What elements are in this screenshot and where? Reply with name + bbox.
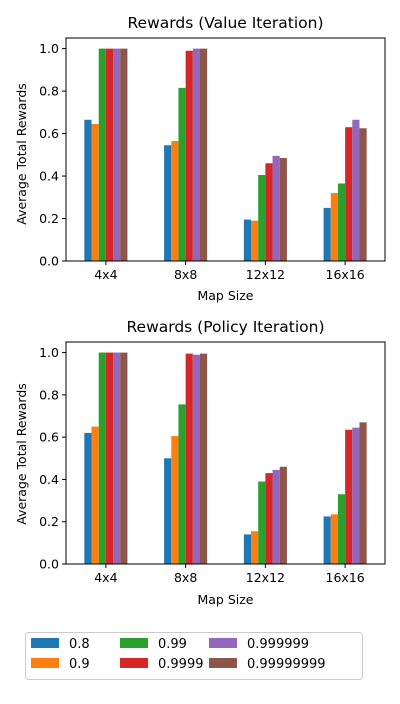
x-tick-label: 4x4 [94,267,117,282]
bar [105,352,114,564]
bar [178,404,186,564]
chart-title: Rewards (Value Iteration) [127,14,323,32]
legend-label: 0.9999 [158,657,204,672]
y-tick-label: 0.2 [39,514,59,529]
x-tick-label: 12x12 [246,570,285,585]
y-axis-label: Average Total Rewards [14,383,29,525]
bar [192,354,200,564]
bar [352,119,360,262]
bar [164,145,172,261]
bar [323,516,331,564]
y-tick-label: 0.0 [39,557,59,572]
y-tick-label: 0.0 [39,254,59,269]
y-tick-label: 0.8 [39,84,59,99]
bar [258,174,266,261]
bar [265,163,273,261]
bar [251,220,259,261]
bar [113,352,121,564]
y-tick-label: 1.0 [39,41,59,56]
bar [279,158,287,261]
bar [84,432,92,564]
legend-label: 0.999999 [247,637,309,652]
bar [337,183,346,261]
bar [330,193,338,261]
y-tick-label: 0.8 [39,387,59,402]
bar [120,352,128,564]
x-axis-label: Map Size [197,592,253,607]
bar [91,426,99,564]
y-tick-label: 0.4 [39,472,59,487]
bar [243,219,252,261]
bar [171,436,179,564]
y-tick-label: 0.2 [39,211,59,226]
x-tick-label: 8x8 [174,570,197,585]
bar [272,469,280,564]
bar [265,473,273,564]
legend-swatch [31,638,59,648]
legend-swatch [120,638,148,648]
bar [279,466,287,564]
y-tick-label: 0.6 [39,126,59,141]
bar [352,427,360,564]
y-tick-label: 0.6 [39,430,59,445]
bar [98,352,106,564]
bar [84,119,92,262]
bar [120,48,128,262]
bar [359,422,367,564]
x-axis-label: Map Size [197,288,253,303]
chart-policy-iteration: Rewards (Policy Iteration) Average Total… [14,318,386,607]
legend-swatch [209,658,237,668]
bar [164,458,172,564]
legend-swatch [120,658,148,668]
legend-label: 0.8 [69,637,90,652]
bar [178,87,186,261]
bar [323,207,331,261]
bar [98,48,106,262]
bar [113,48,121,262]
y-tick-label: 1.0 [39,345,59,360]
bar [171,141,179,261]
chart-value-iteration: Rewards (Value Iteration) Average Total … [14,14,386,303]
legend-swatch [209,638,237,648]
bar [345,429,353,564]
bar [91,124,99,261]
bar [330,514,338,564]
bar [185,50,193,261]
bar [345,127,353,261]
bar [251,531,259,564]
y-axis-label: Average Total Rewards [14,83,29,225]
bar [192,48,200,262]
legend: 0.8 0.9 0.99 0.9999 0.999999 0.99999999 [25,632,363,680]
bar [243,534,252,564]
bar [272,155,280,261]
y-tick-label: 0.4 [39,169,59,184]
bar [359,128,367,261]
bar [185,353,193,564]
x-tick-label: 8x8 [174,267,197,282]
legend-swatch [31,658,59,668]
legend-label: 0.9 [69,657,90,672]
bar [105,48,114,262]
legend-label: 0.99999999 [247,657,326,672]
x-tick-label: 16x16 [326,267,365,282]
chart-title: Rewards (Policy Iteration) [126,318,324,336]
x-tick-label: 12x12 [246,267,285,282]
bar [199,353,208,564]
x-tick-label: 16x16 [326,570,365,585]
legend-frame [25,632,363,680]
plot-frame [65,341,386,565]
bar [337,494,346,564]
legend-label: 0.99 [158,637,187,652]
bar [199,48,208,262]
x-tick-label: 4x4 [94,570,117,585]
plot-frame [65,37,386,262]
bar [258,481,266,564]
